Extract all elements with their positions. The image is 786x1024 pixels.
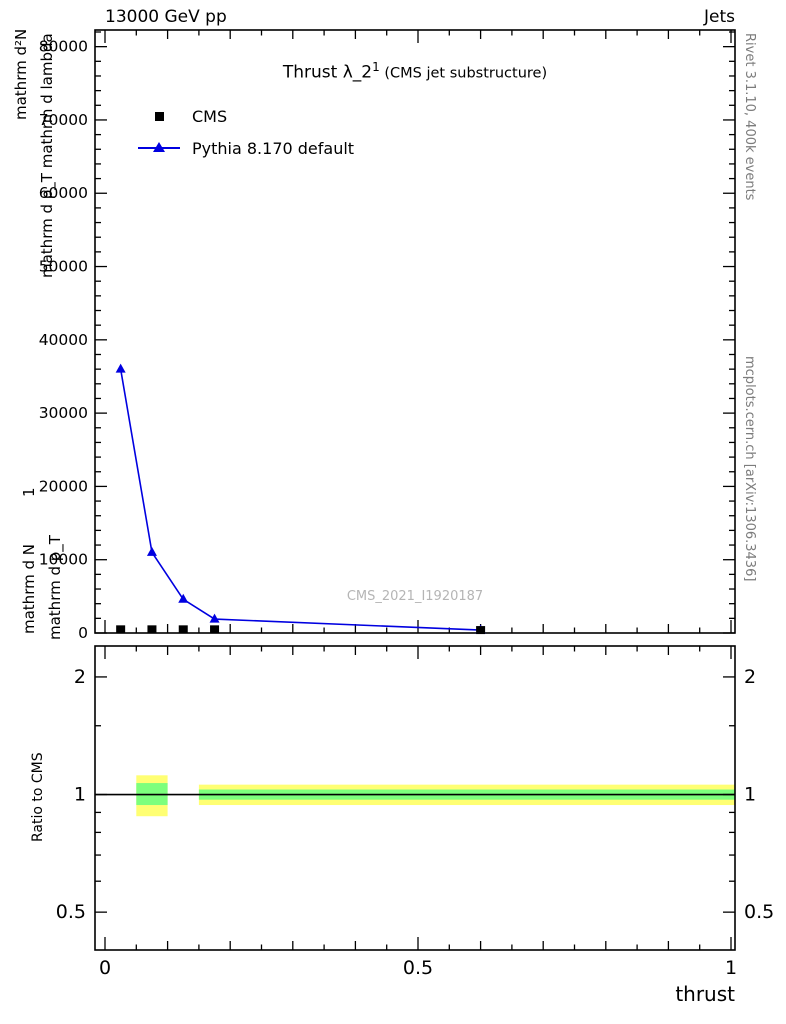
legend: CMS Pythia 8.170 default bbox=[138, 100, 354, 164]
y-axis-label-fragment-4: mathrm d N bbox=[20, 544, 38, 634]
pythia-triangle-line-icon bbox=[138, 140, 180, 156]
beam-energy-label: 13000 GeV pp bbox=[105, 7, 227, 27]
svg-text:40000: 40000 bbox=[39, 331, 88, 349]
y-axis-label-fragment-1: mathrm d²N bbox=[12, 28, 30, 120]
x-axis-label: thrust bbox=[675, 982, 735, 1006]
svg-text:70000: 70000 bbox=[39, 111, 88, 129]
mcplots-arxiv-note: mcplots.cern.ch [arXiv:1306.3436] bbox=[742, 356, 757, 582]
svg-text:80000: 80000 bbox=[39, 38, 88, 56]
svg-text:10000: 10000 bbox=[39, 551, 88, 569]
svg-text:50000: 50000 bbox=[39, 258, 88, 276]
svg-text:1: 1 bbox=[725, 957, 737, 979]
svg-text:0: 0 bbox=[99, 957, 111, 979]
y-axis-label-fragment-2: mathrm d p_T mathrm d lambda bbox=[38, 33, 56, 278]
ratio-y-axis-label: Ratio to CMS bbox=[30, 752, 46, 842]
pythia-series bbox=[115, 363, 486, 634]
panel-frames bbox=[94, 29, 736, 951]
plot-title-suffix: (CMS jet substructure) bbox=[379, 65, 548, 82]
analysis-id-watermark: CMS_2021_I1920187 bbox=[346, 589, 484, 604]
svg-text:0.5: 0.5 bbox=[403, 957, 433, 979]
y-axis-label-fragment-5: mathrm d p_T bbox=[46, 535, 64, 640]
plot-title-superscript: 1 bbox=[372, 60, 380, 74]
rivet-version-note: Rivet 3.1.10, 400k events bbox=[742, 33, 757, 201]
tick-labels: 0 10000 20000 30000 40000 50000 60000 70000 8000… bbox=[39, 38, 775, 979]
legend-label-cms: CMS bbox=[192, 106, 228, 126]
svg-text:2: 2 bbox=[744, 666, 756, 688]
legend-item-cms: CMS bbox=[138, 100, 354, 132]
svg-text:60000: 60000 bbox=[39, 184, 88, 202]
cms-data-series bbox=[116, 625, 486, 635]
cms-square-icon bbox=[138, 108, 180, 124]
plot-title-base: Thrust λ_2 bbox=[282, 62, 373, 83]
analysis-group-label: Jets bbox=[704, 7, 735, 27]
legend-label-pythia: Pythia 8.170 default bbox=[192, 138, 355, 158]
tick-marks bbox=[95, 30, 735, 950]
svg-text:0: 0 bbox=[78, 624, 88, 642]
svg-text:1: 1 bbox=[74, 784, 86, 806]
svg-text:20000: 20000 bbox=[39, 477, 88, 495]
svg-text:2: 2 bbox=[74, 666, 86, 688]
svg-text:30000: 30000 bbox=[39, 404, 88, 422]
y-axis-label-fragment-3: 1 bbox=[20, 487, 38, 497]
svg-text:1: 1 bbox=[744, 784, 756, 806]
legend-item-pythia: Pythia 8.170 default bbox=[138, 132, 354, 164]
svg-text:0.5: 0.5 bbox=[56, 901, 86, 923]
svg-text:0.5: 0.5 bbox=[744, 901, 774, 923]
ratio-uncertainty-bands bbox=[136, 775, 735, 817]
plot-title: Thrust λ_21 (CMS jet substructure) bbox=[95, 60, 735, 83]
